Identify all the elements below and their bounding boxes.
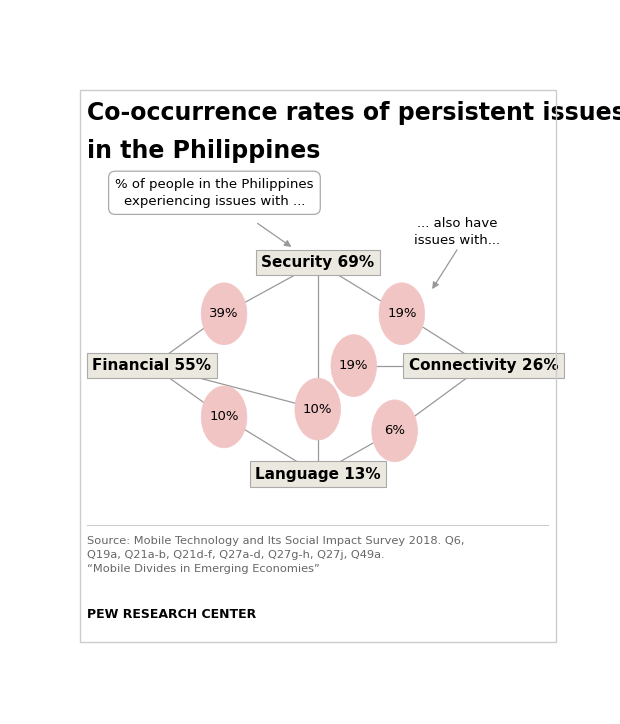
Ellipse shape [379, 283, 425, 345]
Text: in the Philippines: in the Philippines [87, 139, 321, 163]
Text: 19%: 19% [339, 359, 368, 372]
Text: 6%: 6% [384, 424, 405, 437]
Text: Financial 55%: Financial 55% [92, 358, 211, 373]
Ellipse shape [331, 334, 376, 397]
Text: Security 69%: Security 69% [261, 255, 374, 270]
Ellipse shape [202, 283, 247, 345]
Text: 10%: 10% [303, 403, 332, 416]
Ellipse shape [372, 400, 417, 462]
Text: ... also have
issues with...: ... also have issues with... [414, 216, 500, 247]
Ellipse shape [295, 378, 340, 440]
Text: 19%: 19% [387, 307, 417, 320]
Text: % of people in the Philippines
experiencing issues with ...: % of people in the Philippines experienc… [115, 178, 314, 208]
Text: Co-occurrence rates of persistent issues: Co-occurrence rates of persistent issues [87, 101, 620, 125]
Text: Language 13%: Language 13% [255, 467, 381, 482]
Text: Source: Mobile Technology and Its Social Impact Survey 2018. Q6,
Q19a, Q21a-b, Q: Source: Mobile Technology and Its Social… [87, 536, 464, 574]
Text: Connectivity 26%: Connectivity 26% [409, 358, 559, 373]
Text: 39%: 39% [210, 307, 239, 320]
Ellipse shape [202, 386, 247, 448]
Text: PEW RESEARCH CENTER: PEW RESEARCH CENTER [87, 608, 256, 621]
Text: 10%: 10% [210, 411, 239, 424]
